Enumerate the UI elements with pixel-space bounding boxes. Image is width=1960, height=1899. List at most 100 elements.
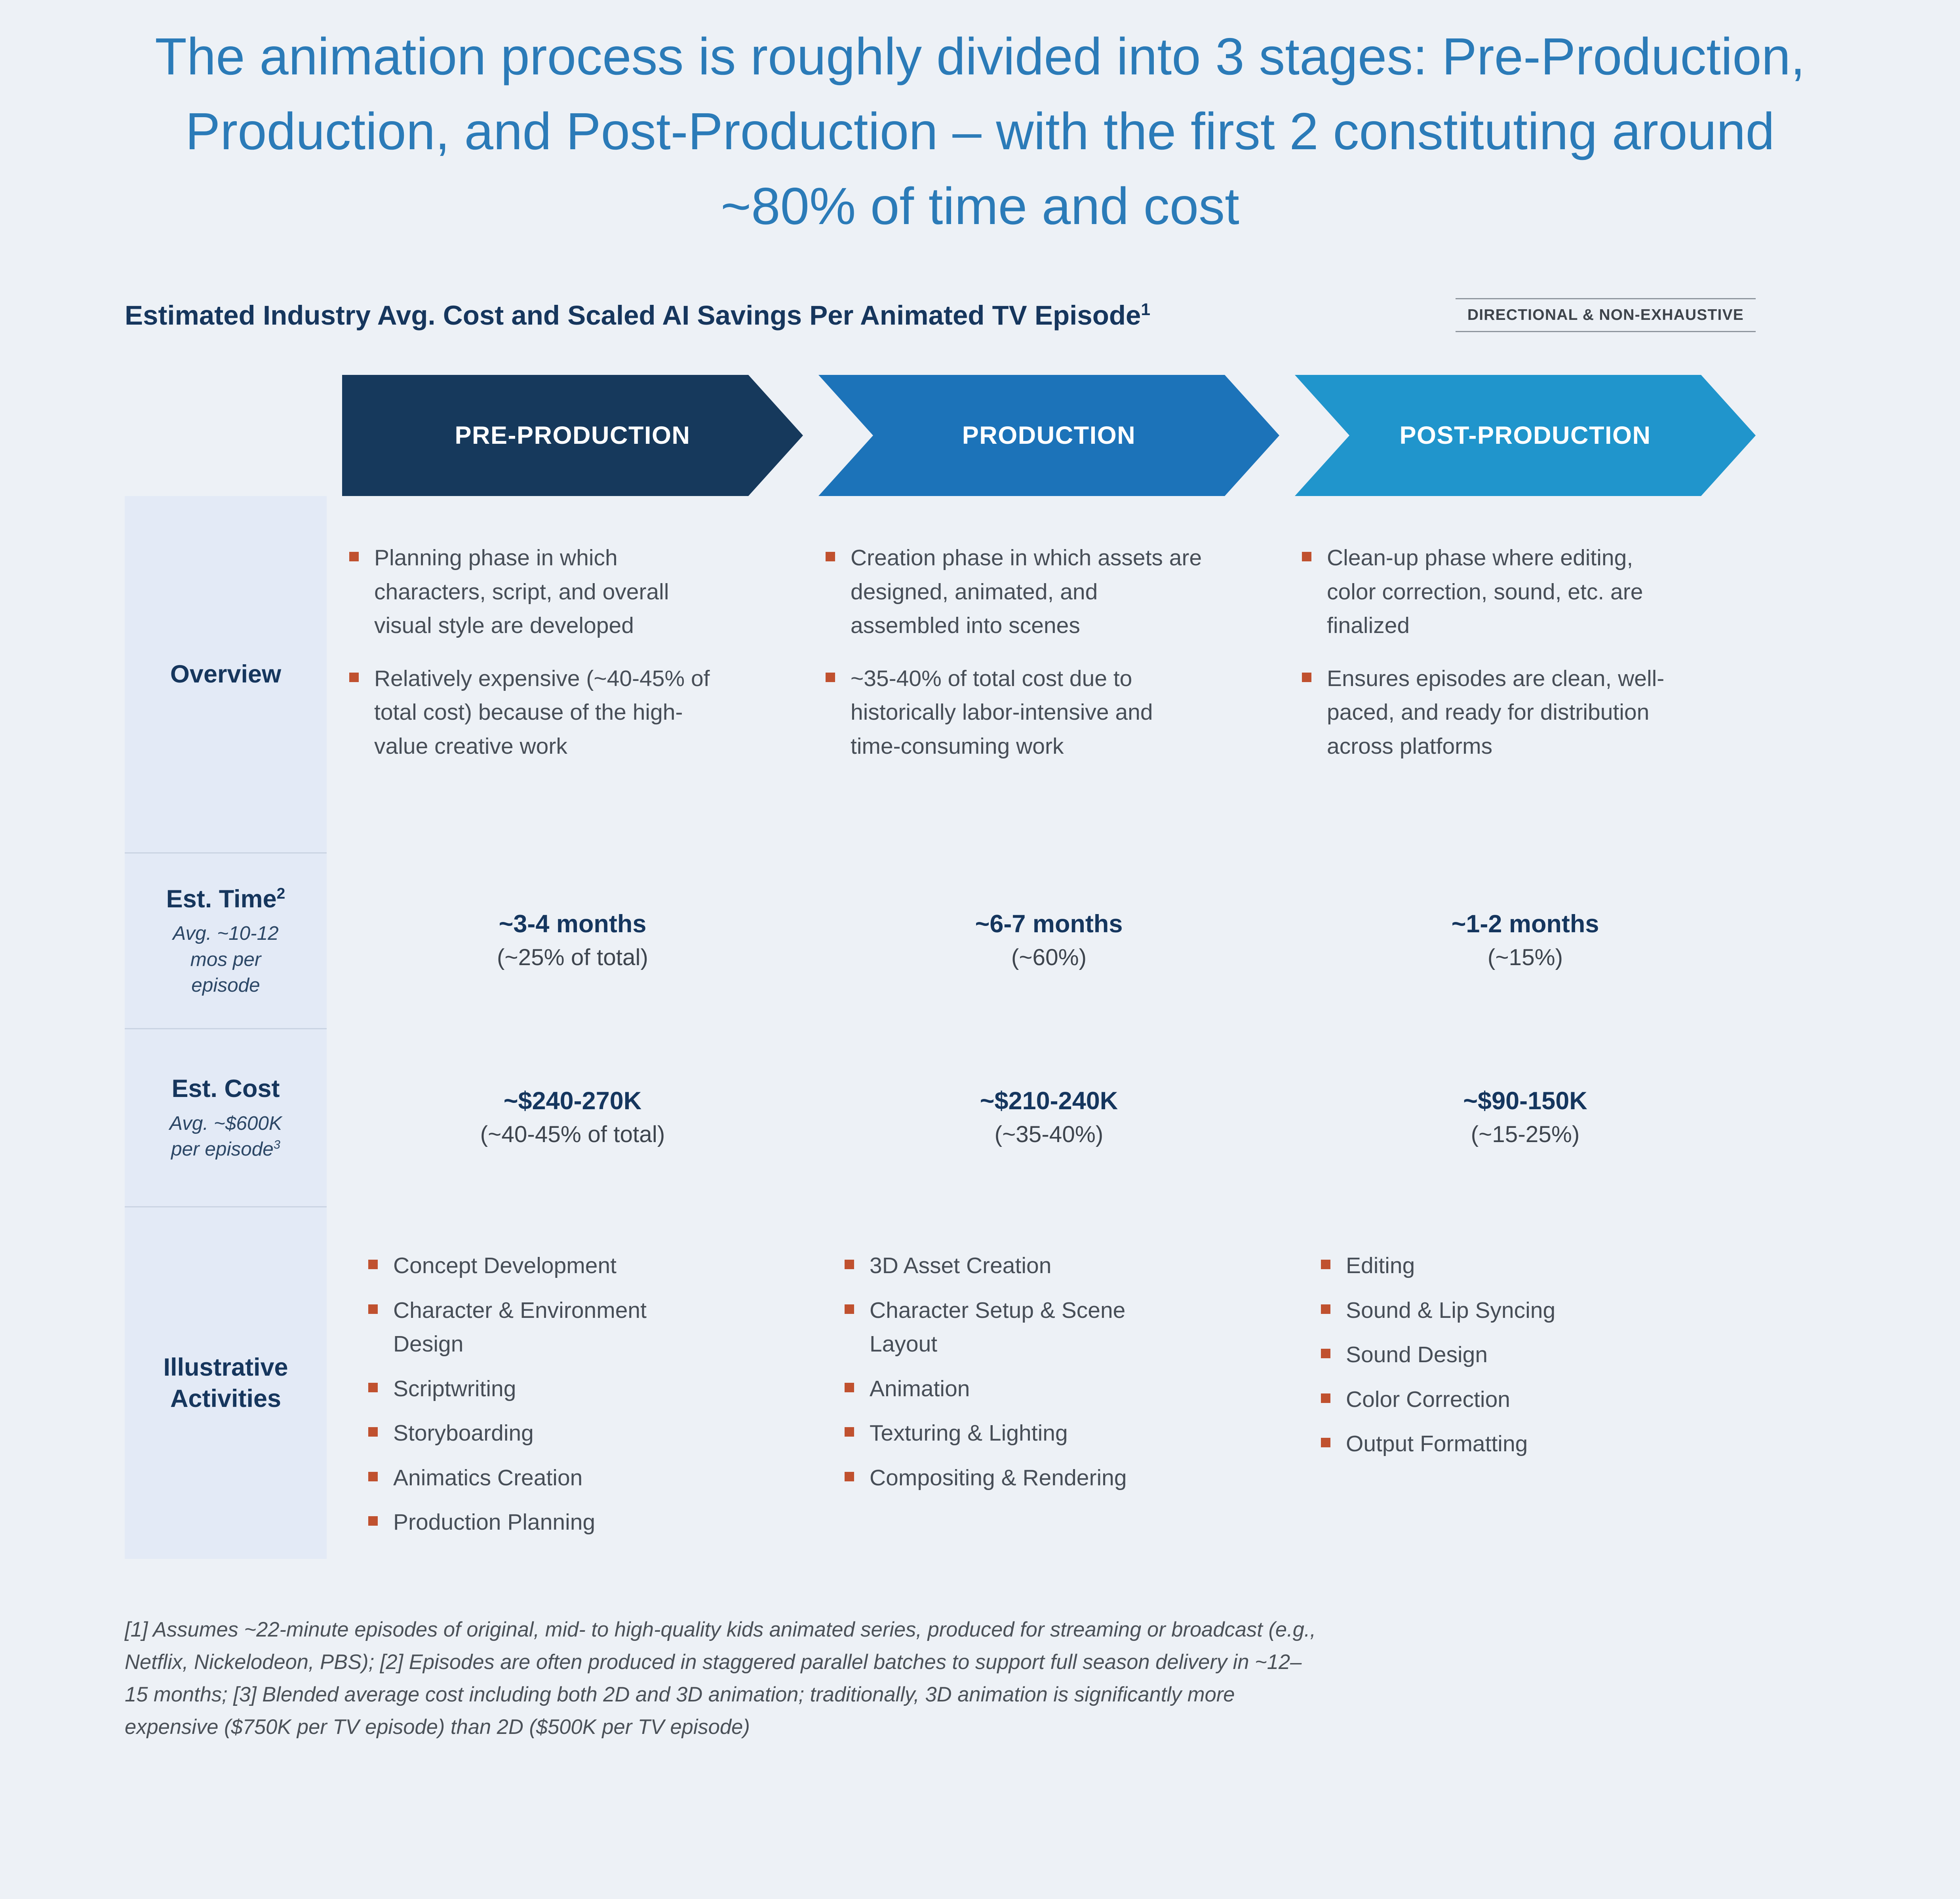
bullet-text: Texturing & Lighting — [870, 1420, 1068, 1446]
bullet-square-icon — [368, 1516, 378, 1526]
section-heading: Estimated Industry Avg. Cost and Scaled … — [125, 300, 1150, 331]
bullet-square-icon — [845, 1427, 854, 1437]
time-post-production-value: ~1-2 months (~15%) — [1295, 852, 1756, 1028]
bullet-text: Character & Environment Design — [393, 1297, 647, 1357]
cost-production-value: ~$210-240K (~35-40%) — [818, 1028, 1279, 1206]
footnote-ref-3: 3 — [273, 1137, 280, 1152]
list-item: Sound & Lip Syncing — [1321, 1294, 1756, 1328]
row-label-text: Est. Cost — [171, 1075, 280, 1103]
bullet-square-icon — [368, 1382, 378, 1392]
footnote: [1] Assumes ~22-minute episodes of origi… — [125, 1618, 1316, 1739]
list-item: Editing — [1321, 1249, 1756, 1283]
list-item: Relatively expensive (~40-45% of total c… — [349, 662, 803, 764]
activities-production-cell: 3D Asset Creation Character Setup & Scen… — [818, 1206, 1279, 1559]
row-label-note: Avg. ~10-12 mos per episode — [173, 922, 279, 996]
list-item: 3D Asset Creation — [845, 1249, 1279, 1283]
bullet-text: Storyboarding — [393, 1420, 534, 1446]
time-production-value: ~6-7 months (~60%) — [818, 852, 1279, 1028]
bullet-square-icon — [845, 1260, 854, 1269]
bullet-text: Animation — [870, 1376, 970, 1401]
bullet-square-icon — [826, 552, 835, 561]
list-item: Animation — [845, 1372, 1279, 1406]
overview-production-cell: Creation phase in which assets are desig… — [818, 496, 1279, 852]
value-sub: (~25% of total) — [497, 945, 649, 970]
bullet-text: Clean-up phase where editing, color corr… — [1327, 545, 1643, 638]
bullet-square-icon — [349, 672, 359, 682]
stage-label: PRE-PRODUCTION — [455, 422, 691, 449]
row-label-cost: Est. Cost Avg. ~$600K per episode3 — [125, 1028, 327, 1206]
bullet-square-icon — [1321, 1438, 1330, 1447]
corner-spacer — [125, 375, 327, 496]
bullet-square-icon — [1321, 1260, 1330, 1269]
section-heading-text: Estimated Industry Avg. Cost and Scaled … — [125, 300, 1141, 331]
bullet-text: Animatics Creation — [393, 1465, 583, 1490]
stage-chevron-production: PRODUCTION — [818, 375, 1279, 496]
directional-tag: DIRECTIONAL & NON-EXHAUSTIVE — [1455, 298, 1756, 332]
row-label-note: Avg. ~$600K per episode3 — [159, 1110, 292, 1162]
row-label-main: Est. Time — [166, 885, 277, 913]
bullet-text: ~35-40% of total cost due to historicall… — [851, 665, 1153, 759]
stage-label: POST-PRODUCTION — [1399, 422, 1651, 449]
list-item: Planning phase in which characters, scri… — [349, 541, 803, 643]
footnote-ref-1: 1 — [1141, 300, 1151, 319]
row-label-overview: Overview — [125, 496, 327, 852]
value-sub: (~35-40%) — [994, 1122, 1104, 1147]
bullet-square-icon — [845, 1304, 854, 1314]
row-label-text: Illustrative Activities — [163, 1353, 288, 1412]
list-item: Texturing & Lighting — [845, 1416, 1279, 1450]
value-main: ~$240-270K — [503, 1087, 642, 1115]
bullet-text: 3D Asset Creation — [870, 1253, 1052, 1278]
subhead-row: Estimated Industry Avg. Cost and Scaled … — [125, 298, 1756, 332]
list-item: Creation phase in which assets are desig… — [826, 541, 1279, 643]
bullet-square-icon — [826, 672, 835, 682]
bullet-text: Output Formatting — [1346, 1431, 1528, 1456]
page-title: The animation process is roughly divided… — [155, 27, 1805, 235]
row-label-note-text: Avg. ~$600K per episode — [169, 1112, 282, 1160]
value-main: ~1-2 months — [1451, 910, 1599, 938]
row-label-time: Est. Time2 Avg. ~10-12 mos per episode — [125, 852, 327, 1028]
list-item: Production Planning — [368, 1506, 803, 1540]
activities-post-production-cell: Editing Sound & Lip Syncing Sound Design… — [1295, 1206, 1756, 1559]
bullet-text: Planning phase in which characters, scri… — [374, 545, 669, 638]
row-label-activities: Illustrative Activities — [125, 1206, 327, 1559]
list-item: Sound Design — [1321, 1338, 1756, 1372]
value-main: ~3-4 months — [499, 910, 647, 938]
time-pre-production-value: ~3-4 months (~25% of total) — [342, 852, 803, 1028]
bullet-text: Relatively expensive (~40-45% of total c… — [374, 665, 710, 759]
overview-pre-production-cell: Planning phase in which characters, scri… — [342, 496, 803, 852]
bullet-square-icon — [845, 1382, 854, 1392]
stage-label: PRODUCTION — [962, 422, 1136, 449]
cost-post-production-value: ~$90-150K (~15-25%) — [1295, 1028, 1756, 1206]
value-main: ~$90-150K — [1463, 1087, 1587, 1115]
stage-chevron-pre-production: PRE-PRODUCTION — [342, 375, 803, 496]
cost-pre-production-value: ~$240-270K (~40-45% of total) — [342, 1028, 803, 1206]
bullet-square-icon — [1302, 552, 1311, 561]
overview-post-production-cell: Clean-up phase where editing, color corr… — [1295, 496, 1756, 852]
bullet-square-icon — [368, 1471, 378, 1481]
list-item: Character Setup & Scene Layout — [845, 1294, 1279, 1361]
list-item: Output Formatting — [1321, 1427, 1756, 1461]
list-item: Storyboarding — [368, 1416, 803, 1450]
list-item: Ensures episodes are clean, well-paced, … — [1302, 662, 1756, 764]
list-item: Concept Development — [368, 1249, 803, 1283]
row-label-text: Overview — [170, 660, 282, 688]
value-main: ~$210-240K — [980, 1087, 1118, 1115]
bullet-text: Sound Design — [1346, 1342, 1488, 1367]
bullet-text: Scriptwriting — [393, 1376, 516, 1401]
bullet-square-icon — [349, 552, 359, 561]
bullet-square-icon — [368, 1304, 378, 1314]
bullet-text: Production Planning — [393, 1509, 596, 1535]
bullet-text: Compositing & Rendering — [870, 1465, 1127, 1490]
value-sub: (~15%) — [1487, 945, 1563, 970]
footnote-ref-2: 2 — [276, 885, 285, 902]
bullet-square-icon — [1321, 1304, 1330, 1314]
bullet-text: Color Correction — [1346, 1386, 1510, 1412]
list-item: Character & Environment Design — [368, 1294, 803, 1361]
stage-chevron-post-production: POST-PRODUCTION — [1295, 375, 1756, 496]
row-label-text: Est. Time2 — [166, 884, 285, 915]
list-item: Clean-up phase where editing, color corr… — [1302, 541, 1756, 643]
list-item: ~35-40% of total cost due to historicall… — [826, 662, 1279, 764]
value-sub: (~40-45% of total) — [480, 1122, 665, 1147]
value-sub: (~60%) — [1011, 945, 1087, 970]
bullet-square-icon — [845, 1471, 854, 1481]
